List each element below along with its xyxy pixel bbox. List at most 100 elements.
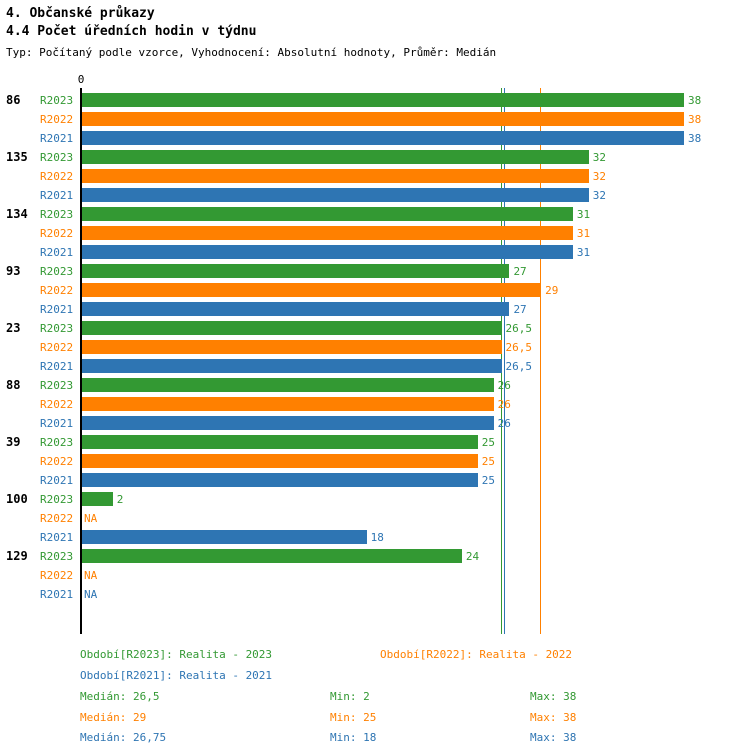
value-label: 38 <box>688 93 702 107</box>
series-label: R2022 <box>40 454 74 468</box>
bar-r2023 <box>81 93 684 107</box>
bar-r2021 <box>81 359 502 373</box>
plot-area: 26 <box>80 378 750 392</box>
value-label: 29 <box>545 283 559 297</box>
chart-row: R2021 27 <box>0 302 750 316</box>
chart-row: R2021 25 <box>0 473 750 487</box>
series-label: R2021 <box>40 245 74 259</box>
bar-r2023 <box>81 549 462 563</box>
chart-row: 93 R2023 27 <box>0 264 750 278</box>
value-label: 32 <box>592 188 607 202</box>
bar-r2023 <box>81 435 478 449</box>
plot-area: 27 <box>80 302 750 316</box>
plot-area: 31 <box>80 245 750 259</box>
plot-area: NA <box>80 587 750 601</box>
legend-item-r2022: Období[R2022]: Realita - 2022 <box>380 648 573 661</box>
bar-group-88: 88 R2023 26 R2022 26 R2021 26 <box>0 378 750 430</box>
chart-row: 88 R2023 26 <box>0 378 750 392</box>
chart-row: R2021 26 <box>0 416 750 430</box>
chart-row: R2022 26 <box>0 397 750 411</box>
plot-area: 29 <box>80 283 750 297</box>
value-label: 31 <box>576 245 591 259</box>
stat-median-r2022: Medián: 29 <box>80 711 147 724</box>
bar-r2021 <box>81 416 494 430</box>
value-label: 26 <box>497 378 511 392</box>
chart-row: 86 R2023 38 <box>0 93 750 107</box>
report-header: 4. Občanské průkazy 4.4 Počet úředních h… <box>6 5 496 61</box>
group-id-label: 86 <box>6 93 21 107</box>
bar-r2021 <box>81 131 684 145</box>
plot-area: NA <box>80 568 750 582</box>
group-id-label: 129 <box>6 549 28 563</box>
series-label: R2023 <box>40 93 74 107</box>
group-id-label: 23 <box>6 321 21 335</box>
bar-r2023 <box>81 150 589 164</box>
bar-r2023 <box>81 321 502 335</box>
group-id-label: 93 <box>6 264 21 278</box>
value-label: 32 <box>592 169 607 183</box>
chart-row: R2021 31 <box>0 245 750 259</box>
legend-item-r2023: Období[R2023]: Realita - 2023 <box>80 648 273 661</box>
value-label: 27 <box>513 302 527 316</box>
chart-row: R2022 NA <box>0 511 750 525</box>
bar-r2023 <box>81 207 573 221</box>
plot-area: 26 <box>80 397 750 411</box>
plot-area: 38 <box>80 131 750 145</box>
value-label: 32 <box>592 150 607 164</box>
series-label: R2023 <box>40 492 74 506</box>
na-label: NA <box>84 587 98 601</box>
y-axis-line <box>80 88 82 634</box>
bar-r2022 <box>81 454 478 468</box>
series-label: R2021 <box>40 416 74 430</box>
bar-r2021 <box>81 245 573 259</box>
series-label: R2023 <box>40 321 74 335</box>
bar-r2022 <box>81 340 502 354</box>
series-label: R2021 <box>40 530 74 544</box>
bar-r2021 <box>81 473 478 487</box>
value-label: 38 <box>688 131 702 145</box>
series-label: R2022 <box>40 169 74 183</box>
value-label: 24 <box>465 549 480 563</box>
bar-r2021 <box>81 530 367 544</box>
chart-subtitle: Typ: Počítaný podle vzorce, Vyhodnocení:… <box>6 46 497 59</box>
bar-r2021 <box>81 188 589 202</box>
group-id-label: 135 <box>6 150 28 164</box>
stat-max-r2023: Max: 38 <box>530 690 577 703</box>
value-label: 31 <box>576 226 591 240</box>
chart-row: R2022 26,5 <box>0 340 750 354</box>
chart-row: R2022 38 <box>0 112 750 126</box>
section-title: 4. Občanské průkazy <box>6 6 155 21</box>
plot-area: 38 <box>80 112 750 126</box>
bar-group-39: 39 R2023 25 R2022 25 R2021 25 <box>0 435 750 487</box>
bar-r2023 <box>81 492 113 506</box>
value-label: 31 <box>576 207 591 221</box>
stat-max-r2022: Max: 38 <box>530 711 577 724</box>
bar-r2023 <box>81 378 494 392</box>
series-label: R2022 <box>40 226 74 240</box>
chart-row: R2021 18 <box>0 530 750 544</box>
series-label: R2023 <box>40 207 74 221</box>
plot-area: 31 <box>80 226 750 240</box>
plot-area: 26,5 <box>80 359 750 373</box>
chart-row: R2021 38 <box>0 131 750 145</box>
bar-group-23: 23 R2023 26,5 R2022 26,5 R2021 26,5 <box>0 321 750 373</box>
value-label: 18 <box>370 530 384 544</box>
chart-row: 23 R2023 26,5 <box>0 321 750 335</box>
series-label: R2021 <box>40 131 74 145</box>
value-label: 25 <box>481 473 495 487</box>
series-label: R2021 <box>40 302 74 316</box>
plot-area: 26,5 <box>80 340 750 354</box>
series-label: R2023 <box>40 549 74 563</box>
chart-row: R2022 25 <box>0 454 750 468</box>
group-id-label: 88 <box>6 378 21 392</box>
group-id-label: 39 <box>6 435 21 449</box>
series-label: R2022 <box>40 340 74 354</box>
series-label: R2023 <box>40 435 74 449</box>
series-label: R2023 <box>40 264 74 278</box>
series-label: R2022 <box>40 511 74 525</box>
chart-row: R2021 32 <box>0 188 750 202</box>
plot-area: 25 <box>80 435 750 449</box>
bar-group-129: 129 R2023 24 R2022 NA R2021 NA <box>0 549 750 601</box>
legend-item-r2021: Období[R2021]: Realita - 2021 <box>80 669 273 682</box>
plot-area: NA <box>80 511 750 525</box>
